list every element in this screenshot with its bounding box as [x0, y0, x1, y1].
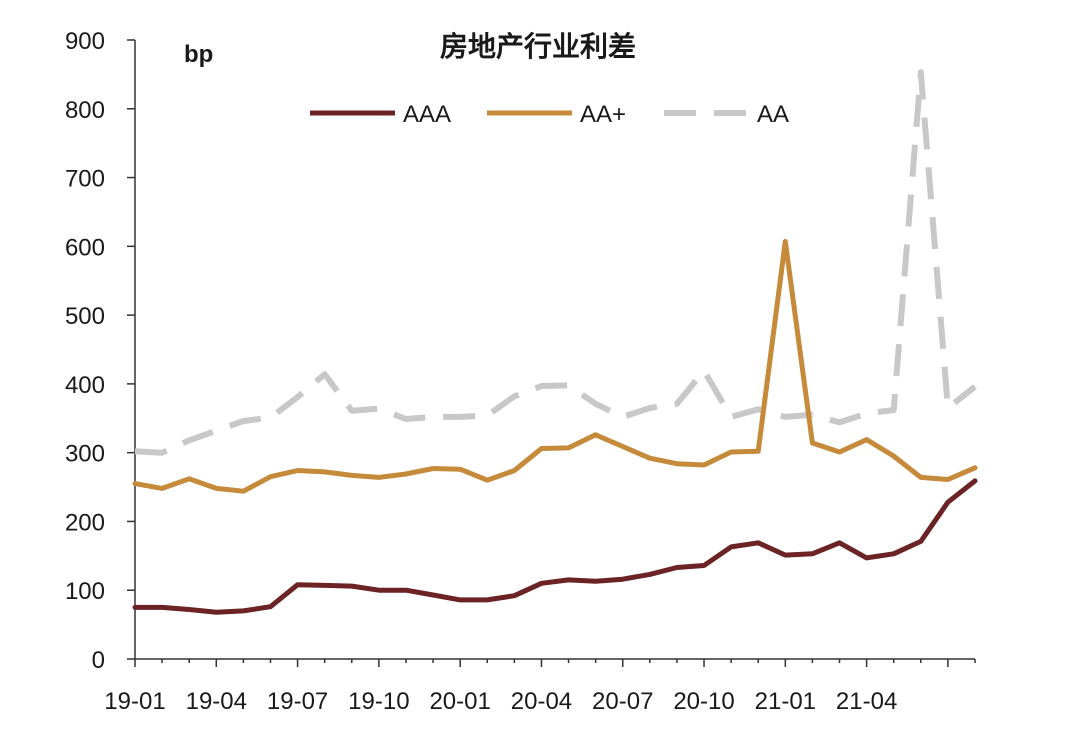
x-tick-label: 19-01 — [104, 688, 165, 715]
x-tick-label: 19-04 — [186, 688, 247, 715]
y-tick-label: 100 — [65, 578, 105, 605]
y-tick-label: 0 — [92, 647, 105, 674]
y-tick-label: 200 — [65, 509, 105, 536]
y-tick-label: 900 — [65, 28, 105, 55]
chart-title: 房地产行业利差 — [440, 30, 636, 63]
x-tick-label: 21-04 — [836, 688, 897, 715]
x-tick-label: 20-04 — [511, 688, 572, 715]
y-axis: 0 100 200 300 400 500 600 700 800 900 — [65, 28, 136, 674]
legend-label-aaa: AAA — [403, 101, 451, 128]
y-tick-label: 600 — [65, 234, 105, 261]
x-tick-label: 20-10 — [673, 688, 734, 715]
legend-label-aa: AA — [757, 101, 789, 128]
x-axis: 19-01 19-04 19-07 19-10 20-01 20-04 20-07 20-10… — [104, 658, 976, 715]
x-tick-label: 21-01 — [755, 688, 816, 715]
y-tick-label: 300 — [65, 441, 105, 468]
series-line-aa-plus — [132, 239, 978, 494]
x-tick-label: 19-07 — [267, 688, 328, 715]
series-line-aaa — [132, 478, 978, 615]
y-tick-label: 400 — [65, 372, 105, 399]
series-line-aa — [134, 69, 977, 456]
y-tick-label: 700 — [65, 166, 105, 193]
y-axis-unit-label: bp — [184, 41, 213, 68]
y-tick-label: 500 — [65, 303, 105, 330]
x-tick-label: 20-01 — [429, 688, 490, 715]
x-tick-label: 20-07 — [592, 688, 653, 715]
x-tick-label: 19-10 — [348, 688, 409, 715]
legend-label-aa-plus: AA+ — [580, 101, 626, 128]
legend: AAA AA+ AA — [310, 101, 789, 128]
series-layer — [132, 69, 978, 615]
y-tick-label: 800 — [65, 97, 105, 124]
